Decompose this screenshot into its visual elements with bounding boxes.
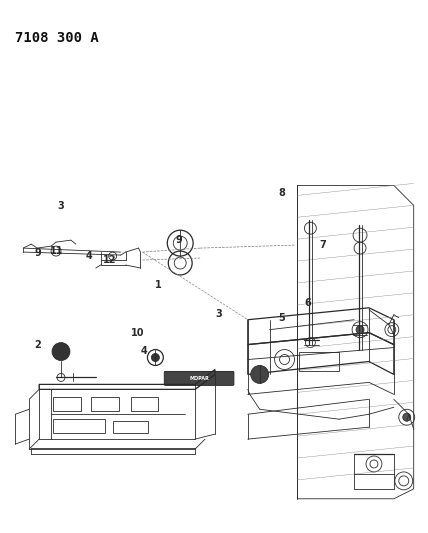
Bar <box>53 397 81 411</box>
Text: 1: 1 <box>155 280 162 290</box>
Text: 7: 7 <box>319 240 326 251</box>
Circle shape <box>403 413 411 421</box>
Bar <box>113 421 149 433</box>
Text: 3: 3 <box>215 309 222 319</box>
Circle shape <box>152 353 159 361</box>
Text: 5: 5 <box>279 313 285 324</box>
Text: 3: 3 <box>57 200 64 211</box>
Bar <box>53 419 105 433</box>
Text: 4: 4 <box>85 251 92 261</box>
Text: 4: 4 <box>140 346 147 357</box>
Bar <box>91 397 119 411</box>
Bar <box>300 352 339 372</box>
Text: 9: 9 <box>176 235 182 245</box>
Circle shape <box>52 343 70 360</box>
FancyBboxPatch shape <box>164 372 234 385</box>
Text: 12: 12 <box>103 255 116 265</box>
Text: 9: 9 <box>34 248 41 259</box>
Bar <box>131 397 158 411</box>
Text: 6: 6 <box>304 297 311 308</box>
Text: MOPAR: MOPAR <box>189 376 209 381</box>
Text: 11: 11 <box>50 246 63 256</box>
Circle shape <box>251 366 269 383</box>
Text: 2: 2 <box>34 340 41 350</box>
Text: 8: 8 <box>279 188 285 198</box>
Circle shape <box>356 326 364 334</box>
Text: 10: 10 <box>131 328 144 338</box>
Text: 7108 300 A: 7108 300 A <box>15 31 99 45</box>
